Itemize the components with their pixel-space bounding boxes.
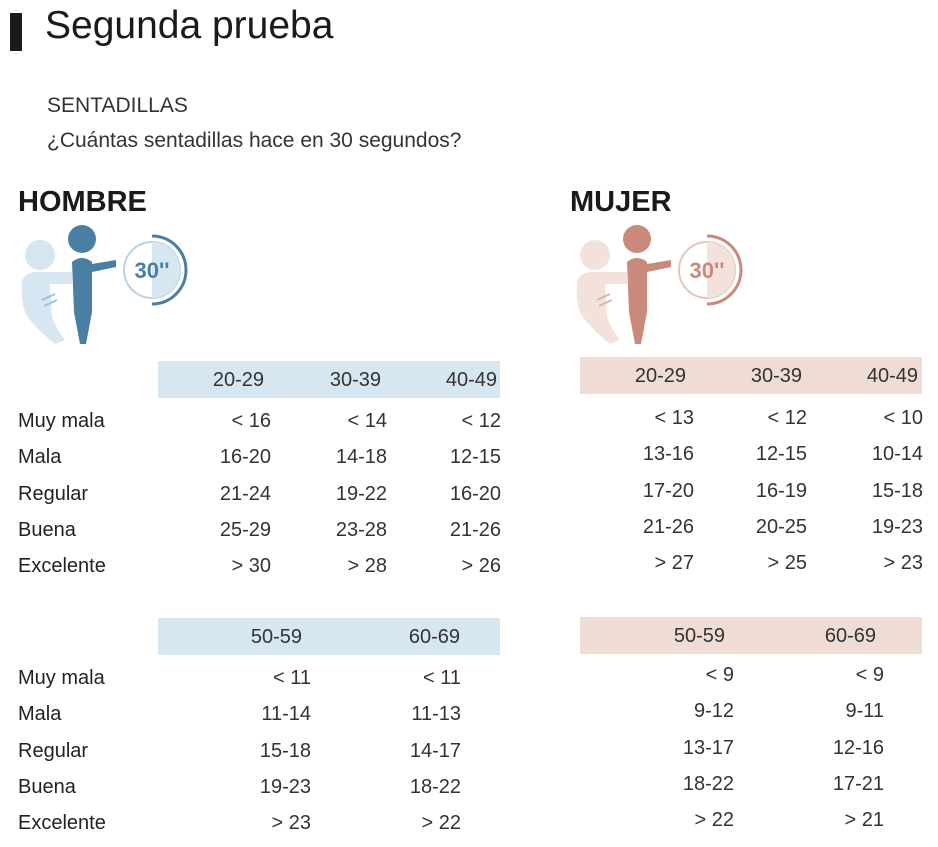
men-rating-value: > 22 xyxy=(421,812,461,834)
title-accent-bar xyxy=(10,13,22,51)
men-age-header: 50-59 xyxy=(250,626,302,648)
exercise-question: ¿Cuántas sentadillas hace en 30 segundos… xyxy=(47,129,462,152)
women-age-header-band xyxy=(580,617,922,654)
women-rating-value: 17-20 xyxy=(642,480,694,502)
rating-label: Excelente xyxy=(18,812,106,834)
men-rating-value: 21-24 xyxy=(219,483,271,505)
men-rating-value: 14-17 xyxy=(409,740,461,762)
rating-label: Mala xyxy=(18,703,62,725)
women-rating-value: > 22 xyxy=(694,809,734,831)
women-rating-value: 19-23 xyxy=(871,516,923,538)
women-age-header: 20-29 xyxy=(634,365,686,387)
women-rating-value: < 9 xyxy=(705,664,734,686)
women-rating-value: 13-16 xyxy=(642,443,694,465)
rating-label: Muy mala xyxy=(18,667,105,689)
men-age-header: 60-69 xyxy=(408,626,460,648)
men-timer-label: 30'' xyxy=(135,258,170,283)
men-rating-value: 25-29 xyxy=(219,519,271,541)
rating-label: Regular xyxy=(18,740,89,762)
men-rating-value: 16-20 xyxy=(449,483,501,505)
women-rating-value: 17-21 xyxy=(832,773,884,795)
rating-label: Muy mala xyxy=(18,410,105,432)
women-age-header: 40-49 xyxy=(866,365,918,387)
women-rating-value: 13-17 xyxy=(682,737,734,759)
women-rating-value: < 13 xyxy=(654,407,694,429)
women-age-header-band xyxy=(580,357,922,394)
men-age-header: 30-39 xyxy=(329,369,381,391)
women-rating-value: 15-18 xyxy=(871,480,923,502)
men-rating-value: 19-22 xyxy=(335,483,387,505)
women-age-header: 30-39 xyxy=(750,365,802,387)
women-squat-timer-icon: 30'' xyxy=(576,225,743,344)
men-rating-value: 21-26 xyxy=(449,519,501,541)
women-rating-value: > 25 xyxy=(767,552,807,574)
rating-label: Buena xyxy=(18,776,76,798)
men-rating-value: > 30 xyxy=(231,555,271,577)
women-rating-value: 12-15 xyxy=(755,443,807,465)
men-rating-value: 12-15 xyxy=(449,446,501,468)
men-rating-value: < 14 xyxy=(347,410,387,432)
women-heading: MUJER xyxy=(570,186,672,218)
men-rating-value: < 16 xyxy=(231,410,271,432)
men-age-header-band xyxy=(158,361,500,398)
men-rating-value: 11-13 xyxy=(411,703,461,725)
women-timer-label: 30'' xyxy=(690,258,725,283)
women-rating-value: < 9 xyxy=(855,664,884,686)
men-rating-value: > 26 xyxy=(461,555,501,577)
men-rating-value: 23-28 xyxy=(335,519,387,541)
men-rating-value: 11-14 xyxy=(261,703,311,725)
men-age-header: 40-49 xyxy=(445,369,497,391)
men-squat-timer-icon: 30'' xyxy=(21,225,188,344)
women-rating-value: 21-26 xyxy=(642,516,694,538)
women-rating-value: 20-25 xyxy=(755,516,807,538)
women-rating-value: > 27 xyxy=(654,552,694,574)
men-rating-value: 19-23 xyxy=(259,776,311,798)
women-age-header: 60-69 xyxy=(824,625,876,647)
men-rating-value: 18-22 xyxy=(409,776,461,798)
men-heading: HOMBRE xyxy=(18,186,147,218)
page-title: Segunda prueba xyxy=(45,4,334,47)
women-rating-value: 16-19 xyxy=(755,480,807,502)
men-rating-value: 16-20 xyxy=(219,446,271,468)
rating-label: Buena xyxy=(18,519,76,541)
women-age-header: 50-59 xyxy=(673,625,725,647)
women-rating-value: < 10 xyxy=(883,407,923,429)
women-rating-value: 18-22 xyxy=(682,773,734,795)
men-rating-value: 15-18 xyxy=(259,740,311,762)
men-age-header-band xyxy=(158,618,500,655)
women-rating-value: 12-16 xyxy=(832,737,884,759)
men-age-header: 20-29 xyxy=(212,369,264,391)
rating-label: Regular xyxy=(18,483,89,505)
women-rating-value: 9-11 xyxy=(845,700,884,722)
women-rating-value: < 12 xyxy=(767,407,807,429)
men-rating-value: < 11 xyxy=(273,667,311,689)
men-rating-value: 14-18 xyxy=(335,446,387,468)
women-rating-value: 10-14 xyxy=(871,443,923,465)
women-rating-value: > 23 xyxy=(883,552,923,574)
rating-label: Mala xyxy=(18,446,62,468)
men-rating-value: > 28 xyxy=(347,555,387,577)
men-rating-value: < 11 xyxy=(423,667,461,689)
women-rating-value: > 21 xyxy=(844,809,884,831)
women-rating-value: 9-12 xyxy=(693,700,734,722)
exercise-name: SENTADILLAS xyxy=(47,94,188,117)
men-rating-value: > 23 xyxy=(271,812,311,834)
men-rating-value: < 12 xyxy=(461,410,501,432)
rating-label: Excelente xyxy=(18,555,106,577)
